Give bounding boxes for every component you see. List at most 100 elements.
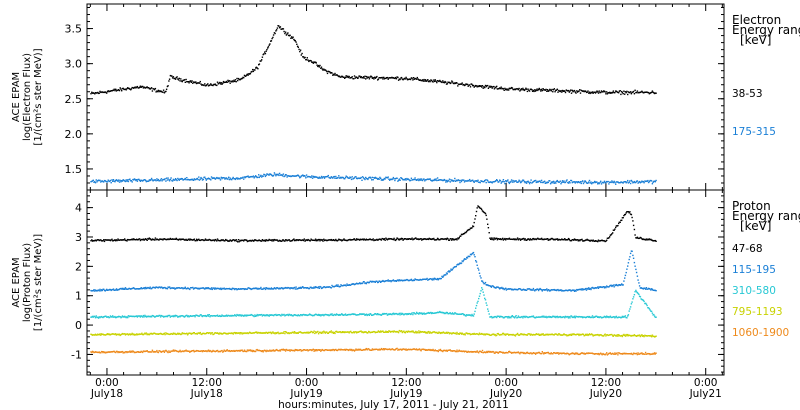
electron-data-point [278,25,280,27]
proton-data-point [90,333,92,335]
proton-data-point [412,312,415,314]
electron-data-point [568,181,570,183]
proton-data-point [141,288,143,290]
proton-data-point [638,334,641,336]
proton-data-point [542,333,544,335]
proton-data-point [225,238,227,241]
proton-data-point [585,287,587,290]
proton-data-point [261,288,264,290]
electron-data-point [302,56,304,58]
electron-data-point [362,177,365,179]
proton-data-point [538,334,540,336]
proton-data-point [145,350,148,352]
electron-data-point [281,28,284,30]
proton-data-point [475,215,477,217]
electron-data-point [367,178,369,181]
electron-data-point [305,174,308,176]
electron-data-point [506,89,508,91]
electron-data-point [198,179,201,181]
electron-data-point [332,74,334,76]
electron-data-point [249,176,252,178]
electron-data-point [490,85,493,88]
proton-data-point [94,317,97,319]
proton-data-point [553,238,555,241]
electron-data-point [546,90,548,92]
proton-data-point [606,285,608,287]
proton-data-point [427,331,429,333]
proton-data-point [569,289,571,291]
electron-data-point [405,76,407,79]
proton-data-point [180,315,182,317]
proton-data-point [186,287,189,289]
proton-data-point [487,310,490,312]
electron-data-point [621,90,623,93]
proton-data-point [532,287,535,290]
proton-data-point [541,238,543,241]
electron-data-point [434,79,436,81]
proton-data-point [526,238,529,241]
proton-data-point [380,330,382,332]
proton-data-point [608,316,610,319]
electron-data-point [600,90,603,92]
proton-data-point [504,237,506,240]
proton-data-point [127,315,130,317]
proton-data-point [621,283,623,285]
electron-data-point [622,182,624,184]
electron-data-point [343,76,345,78]
proton-data-point [480,290,482,292]
electron-data-point [323,68,325,70]
proton-data-point [649,335,651,337]
electron-data-point [546,89,549,91]
proton-data-point [353,238,355,240]
proton-data-point [196,333,198,335]
electron-data-point [627,91,630,93]
electron-data-point [500,182,502,184]
proton-data-point [412,238,415,240]
proton-data-point [130,238,133,241]
proton-y-tick-label: 1 [75,290,82,303]
proton-data-point [338,286,341,288]
proton-data-point [463,313,466,316]
electron-data-point [363,77,365,79]
proton-data-point [305,332,307,334]
proton-data-point [244,239,246,241]
electron-data-point [90,181,92,183]
proton-data-point [355,239,357,241]
electron-data-point [439,79,441,82]
proton-data-point [314,331,317,333]
electron-data-point [531,89,533,91]
electron-data-point [190,179,192,181]
electron-data-point [606,181,609,183]
electron-data-point [605,182,607,184]
proton-data-point [586,287,588,290]
proton-data-point [237,241,239,243]
electron-data-point [430,180,433,182]
proton-data-point [534,317,537,319]
proton-data-point [269,288,271,290]
proton-data-point [156,333,159,335]
electron-data-point [383,178,385,181]
proton-data-point [651,334,654,336]
electron-data-point [384,178,386,180]
electron-data-point [185,179,187,181]
proton-data-point [114,239,116,241]
proton-data-point [577,333,579,335]
proton-data-point [104,334,106,336]
proton-data-point [246,314,249,316]
proton-data-point [127,288,130,290]
electron-data-point [445,83,448,85]
electron-data-point [609,181,612,183]
proton-data-point [342,331,344,334]
proton-data-point [487,284,490,287]
electron-data-point [153,179,156,181]
proton-data-point [283,287,285,289]
proton-data-point [403,330,405,332]
electron-data-point [517,181,520,183]
proton-data-point [475,333,477,335]
electron-data-point [579,89,581,91]
electron-data-point [484,179,487,181]
electron-data-point [413,78,415,80]
proton-data-point [311,287,313,289]
proton-data-point [204,333,207,335]
proton-data-point [546,316,548,319]
